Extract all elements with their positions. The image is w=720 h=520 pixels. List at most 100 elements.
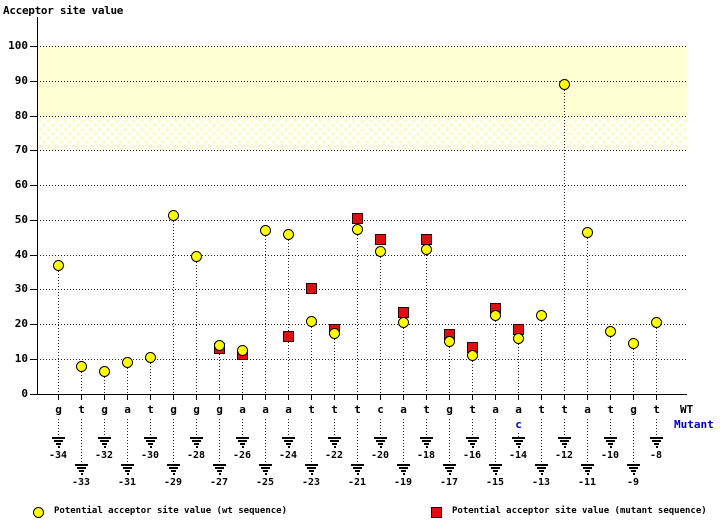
drop-line [449, 419, 450, 464]
position-marker-line [402, 473, 405, 475]
base-letter: t [653, 403, 660, 416]
wt-point [444, 336, 455, 348]
drop-line [564, 419, 565, 437]
base-letter: t [78, 403, 85, 416]
position-marker-line [75, 464, 88, 466]
stem-line [656, 322, 657, 394]
x-axis-tick [426, 393, 427, 400]
position-marker-icon [626, 464, 641, 475]
position-marker-line [238, 440, 247, 442]
position-marker-line [261, 467, 270, 469]
position-marker-line [654, 443, 659, 445]
position-marker-line [328, 437, 341, 439]
position-marker-line [56, 443, 61, 445]
legend-wt-marker-icon [33, 507, 44, 518]
position-label: -15 [485, 477, 505, 488]
base-letter: t [147, 403, 154, 416]
position-label: -9 [626, 477, 640, 488]
position-marker-line [420, 437, 433, 439]
position-marker-line [52, 437, 65, 439]
x-axis-tick [81, 393, 82, 400]
base-letter: g [216, 403, 223, 416]
y-axis-tick [30, 185, 37, 187]
x-axis-tick [587, 393, 588, 400]
drop-line [58, 419, 59, 437]
base-letter: g [170, 403, 177, 416]
position-marker-line [121, 464, 134, 466]
position-marker-icon [488, 464, 503, 475]
stem-line [58, 265, 59, 394]
position-marker-line [307, 467, 316, 469]
position-label: -22 [324, 450, 344, 461]
base-letter: t [561, 403, 568, 416]
drop-line [633, 419, 634, 464]
drop-line [242, 419, 243, 437]
position-marker-icon [649, 437, 664, 448]
gridline [37, 185, 687, 187]
x-axis-tick [564, 393, 565, 400]
legend-mutant-label: Potential acceptor site value (mutant se… [452, 506, 707, 516]
x-axis-tick [656, 393, 657, 400]
position-marker-line [79, 470, 84, 472]
wt-point [145, 352, 156, 364]
position-marker-line [539, 470, 544, 472]
position-marker-line [378, 443, 383, 445]
wt-point [122, 357, 133, 369]
y-axis-tick [30, 324, 37, 326]
position-marker-line [169, 467, 178, 469]
position-marker-line [217, 470, 222, 472]
x-axis-tick [403, 393, 404, 400]
base-letter: g [55, 403, 62, 416]
position-marker-line [149, 446, 152, 448]
drop-line [219, 419, 220, 464]
x-axis-line [37, 393, 687, 395]
base-letter: t [423, 403, 430, 416]
position-label: -12 [554, 450, 574, 461]
position-marker-icon [396, 464, 411, 475]
x-axis-tick [242, 393, 243, 400]
position-marker-line [540, 473, 543, 475]
base-letter: t [308, 403, 315, 416]
wt-point [76, 360, 87, 372]
stem-line [334, 332, 335, 394]
position-marker-line [558, 437, 571, 439]
position-marker-line [100, 440, 109, 442]
position-marker-line [629, 467, 638, 469]
position-marker-line [652, 440, 661, 442]
mutant-point [398, 306, 409, 318]
position-marker-line [351, 464, 364, 466]
position-marker-line [516, 443, 521, 445]
position-marker-line [447, 470, 452, 472]
position-marker-icon [534, 464, 549, 475]
stem-line [219, 344, 220, 394]
position-marker-line [195, 446, 198, 448]
position-label: -25 [255, 477, 275, 488]
wt-point [306, 315, 317, 327]
drop-line [265, 419, 266, 464]
position-marker-line [631, 470, 636, 472]
wt-point [582, 227, 593, 239]
base-letter: t [354, 403, 361, 416]
position-marker-line [57, 446, 60, 448]
position-marker-icon [166, 464, 181, 475]
position-label: -21 [347, 477, 367, 488]
y-axis-tick [30, 81, 37, 83]
y-tick-label: 80 [14, 108, 28, 122]
base-letter: t [469, 403, 476, 416]
base-letter: a [124, 403, 131, 416]
position-marker-line [443, 464, 456, 466]
base-letter: g [446, 403, 453, 416]
y-tick-label: 10 [14, 351, 28, 365]
y-axis-line [37, 17, 38, 394]
drop-line [610, 419, 611, 437]
x-axis-tick [219, 393, 220, 400]
base-letter: a [285, 403, 292, 416]
wt-row-label: WT [680, 403, 694, 416]
base-letter: a [400, 403, 407, 416]
position-marker-line [424, 443, 429, 445]
position-marker-line [537, 467, 546, 469]
base-letter: a [515, 403, 522, 416]
gridline [37, 358, 687, 360]
position-marker-line [98, 437, 111, 439]
